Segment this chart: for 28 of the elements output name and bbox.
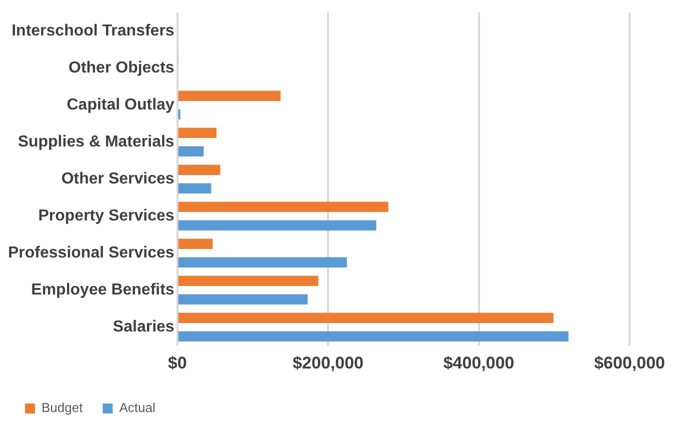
bar — [178, 128, 217, 138]
bar — [178, 312, 554, 323]
bar — [178, 238, 213, 249]
y-tick-label: Interschool Transfers — [12, 22, 174, 40]
bar — [178, 202, 388, 212]
bar — [178, 294, 308, 304]
legend-label: Budget — [42, 400, 84, 416]
x-tick-label: $0 — [168, 353, 187, 372]
x-tick-label: $600,000 — [594, 353, 665, 372]
y-tick-label: Property Services — [38, 208, 174, 225]
y-tick-label: Supplies & Materials — [18, 134, 174, 151]
x-tick-label: $400,000 — [443, 353, 514, 372]
bar — [178, 146, 204, 156]
bar — [178, 276, 318, 286]
bar — [178, 183, 212, 194]
bar — [178, 164, 220, 175]
y-tick-label: Salaries — [112, 318, 174, 336]
y-tick-label: Professional Services — [8, 244, 174, 262]
y-tick-label: Other Objects — [68, 60, 174, 77]
bar — [178, 220, 376, 230]
bar — [178, 90, 281, 101]
bar — [178, 257, 347, 268]
y-tick-label: Employee Benefits — [31, 282, 174, 299]
y-tick-label: Capital Outlay — [66, 96, 174, 114]
y-tick-label: Other Services — [61, 170, 174, 188]
x-tick-label: $200,000 — [292, 353, 364, 372]
legend-label: Actual — [119, 400, 156, 416]
bar — [178, 331, 568, 342]
